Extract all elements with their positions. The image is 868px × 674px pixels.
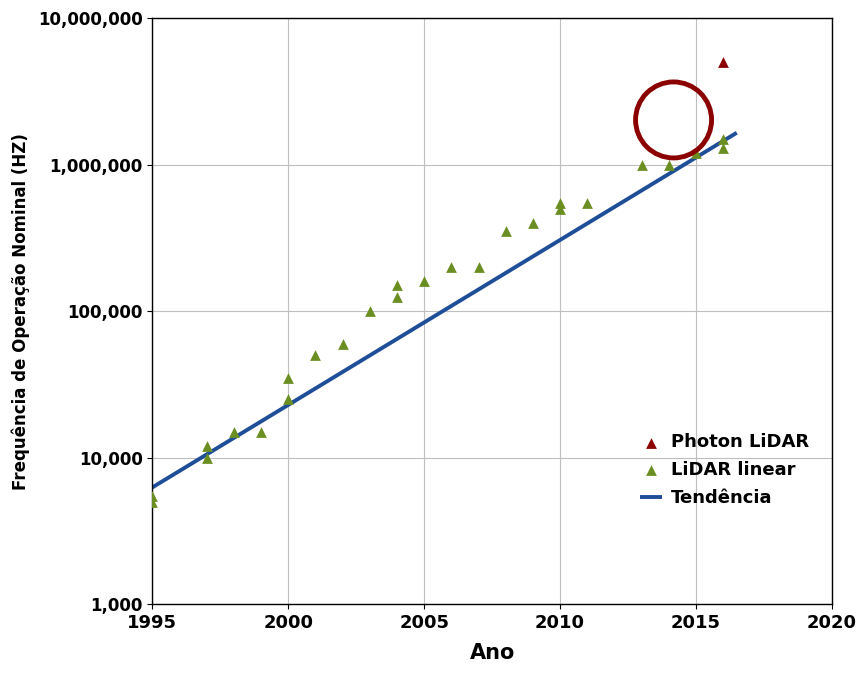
- LiDAR linear: [254, 427, 268, 437]
- LiDAR linear: [281, 373, 295, 384]
- LiDAR linear: [553, 197, 567, 208]
- LiDAR linear: [336, 338, 350, 349]
- LiDAR linear: [390, 280, 404, 290]
- LiDAR linear: [146, 496, 160, 507]
- Legend: Photon LiDAR, LiDAR linear, Tendência: Photon LiDAR, LiDAR linear, Tendência: [641, 433, 809, 507]
- LiDAR linear: [499, 226, 513, 237]
- LiDAR linear: [146, 490, 160, 501]
- LiDAR linear: [444, 262, 458, 272]
- LiDAR linear: [418, 276, 431, 286]
- LiDAR linear: [716, 133, 730, 144]
- X-axis label: Ano: Ano: [470, 643, 515, 663]
- LiDAR linear: [471, 262, 485, 272]
- LiDAR linear: [227, 427, 241, 437]
- LiDAR linear: [635, 159, 648, 170]
- LiDAR linear: [689, 148, 703, 158]
- LiDAR linear: [390, 291, 404, 302]
- LiDAR linear: [281, 394, 295, 404]
- LiDAR linear: [200, 441, 214, 452]
- LiDAR linear: [716, 142, 730, 153]
- LiDAR linear: [662, 159, 676, 170]
- LiDAR linear: [308, 350, 322, 361]
- LiDAR linear: [581, 197, 595, 208]
- LiDAR linear: [200, 452, 214, 463]
- LiDAR linear: [526, 218, 540, 228]
- Photon LiDAR: [716, 57, 730, 67]
- LiDAR linear: [553, 204, 567, 214]
- LiDAR linear: [363, 306, 377, 317]
- Y-axis label: Frequência de Operação Nominal (HZ): Frequência de Operação Nominal (HZ): [11, 133, 30, 489]
